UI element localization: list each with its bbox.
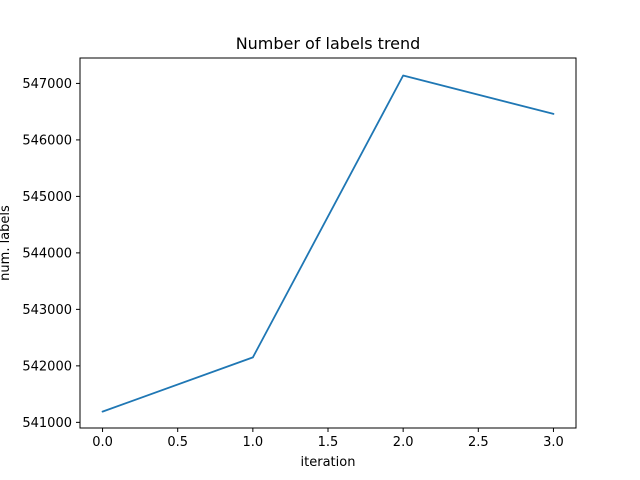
y-tick-label: 541000 — [22, 416, 72, 431]
y-tick-label: 547000 — [22, 77, 72, 92]
series-layer — [101, 74, 555, 413]
x-axis-label: iteration — [301, 455, 356, 470]
y-tick-label: 543000 — [22, 303, 72, 318]
x-tick-label: 1.0 — [243, 435, 264, 450]
y-tick-label: 546000 — [22, 133, 72, 148]
x-tick-label: 1.5 — [318, 435, 339, 450]
x-axis-ticks: 0.0 0.5 1.0 1.5 2.0 2.5 3.0 — [92, 428, 564, 450]
y-tick-label: 544000 — [22, 246, 72, 261]
x-tick-label: 2.0 — [393, 435, 414, 450]
x-tick-label: 0.0 — [92, 435, 113, 450]
y-tick-label: 542000 — [22, 359, 72, 374]
x-tick-label: 3.0 — [543, 435, 564, 450]
x-tick-label: 0.5 — [167, 435, 188, 450]
series-line — [101, 74, 555, 413]
y-axis-ticks: 541000 542000 543000 544000 545000 546000 5470… — [22, 77, 80, 431]
chart-title: Number of labels trend — [236, 34, 421, 53]
y-tick-label: 545000 — [22, 190, 72, 205]
y-axis-label: num. labels — [0, 205, 13, 281]
plot-frame — [79, 57, 577, 429]
x-tick-label: 2.5 — [468, 435, 489, 450]
